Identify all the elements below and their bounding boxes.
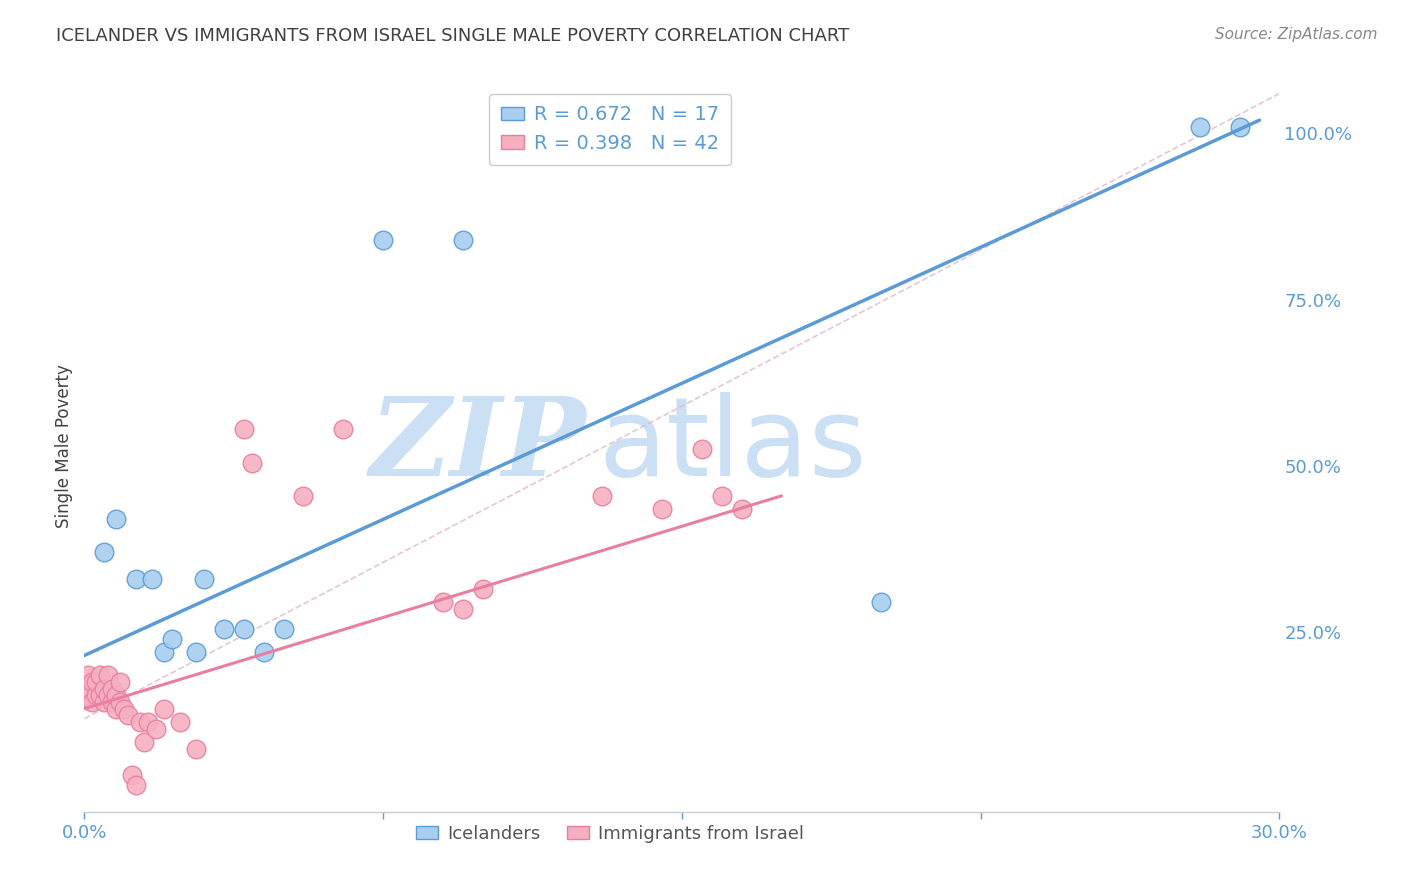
Point: [184, 645, 207, 659]
Point: [129, 714, 152, 729]
Text: atlas: atlas: [599, 392, 866, 500]
Point: [75, 689, 97, 703]
Text: ICELANDER VS IMMIGRANTS FROM ISRAEL SINGLE MALE POVERTY CORRELATION CHART: ICELANDER VS IMMIGRANTS FROM ISRAEL SING…: [56, 27, 849, 45]
Point: [145, 722, 167, 736]
Point: [153, 701, 176, 715]
Point: [432, 595, 454, 609]
Point: [132, 735, 156, 749]
Point: [232, 422, 254, 436]
Point: [292, 489, 315, 503]
Point: [651, 502, 673, 516]
Point: [93, 545, 115, 559]
Point: [471, 582, 494, 596]
Point: [332, 422, 354, 436]
Point: [1229, 120, 1251, 134]
Text: ZIP: ZIP: [370, 392, 586, 500]
Point: [451, 233, 474, 247]
Point: [82, 675, 104, 690]
Point: [125, 572, 148, 586]
Point: [77, 681, 100, 696]
Point: [212, 622, 235, 636]
Point: [82, 695, 104, 709]
Text: Source: ZipAtlas.com: Source: ZipAtlas.com: [1215, 27, 1378, 42]
Point: [731, 502, 754, 516]
Point: [240, 456, 263, 470]
Point: [77, 668, 100, 682]
Point: [93, 681, 115, 696]
Point: [86, 675, 108, 690]
Point: [93, 695, 115, 709]
Point: [105, 512, 128, 526]
Point: [193, 572, 215, 586]
Point: [89, 689, 111, 703]
Point: [373, 233, 395, 247]
Point: [101, 695, 124, 709]
Point: [110, 695, 132, 709]
Point: [232, 622, 254, 636]
Legend: Icelanders, Immigrants from Israel: Icelanders, Immigrants from Israel: [409, 818, 811, 850]
Point: [110, 675, 132, 690]
Point: [1188, 120, 1211, 134]
Point: [591, 489, 613, 503]
Point: [160, 632, 183, 646]
Point: [141, 572, 163, 586]
Point: [117, 708, 139, 723]
Point: [105, 701, 128, 715]
Point: [136, 714, 159, 729]
Point: [253, 645, 276, 659]
Point: [101, 681, 124, 696]
Point: [112, 701, 135, 715]
Point: [86, 689, 108, 703]
Y-axis label: Single Male Poverty: Single Male Poverty: [55, 364, 73, 528]
Point: [89, 668, 111, 682]
Point: [125, 778, 148, 792]
Point: [97, 668, 120, 682]
Point: [121, 768, 143, 782]
Point: [870, 595, 893, 609]
Point: [97, 689, 120, 703]
Point: [451, 602, 474, 616]
Point: [710, 489, 733, 503]
Point: [105, 689, 128, 703]
Point: [153, 645, 176, 659]
Point: [184, 741, 207, 756]
Point: [690, 442, 713, 457]
Point: [273, 622, 295, 636]
Point: [169, 714, 191, 729]
